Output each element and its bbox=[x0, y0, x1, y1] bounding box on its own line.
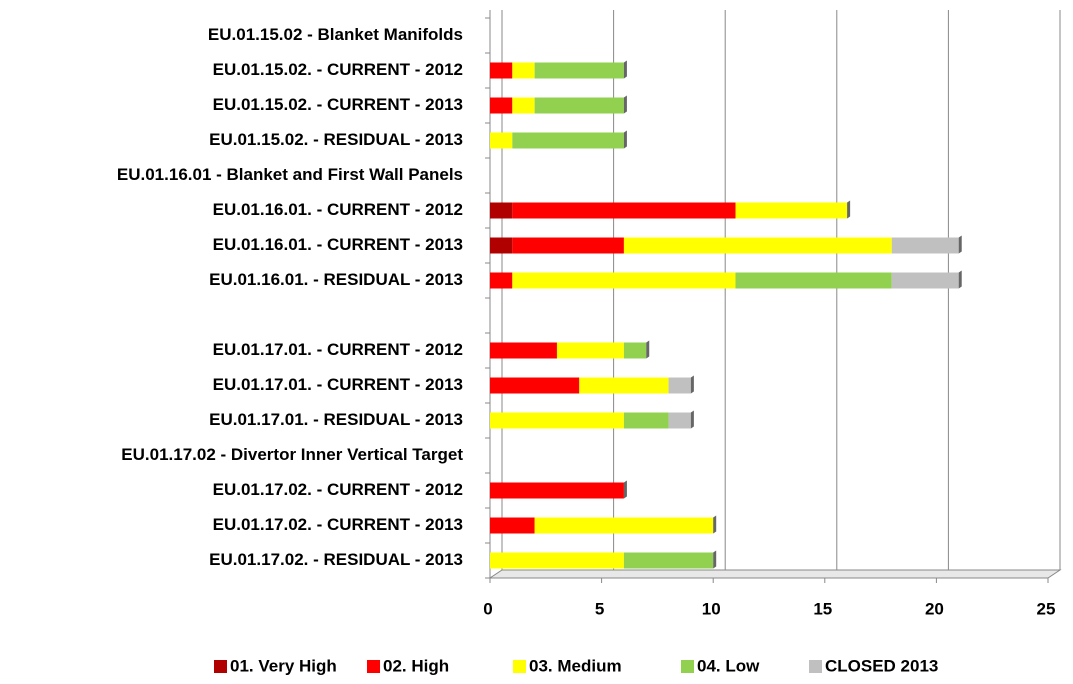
y-tick-label: EU.01.16.01. - CURRENT - 2013 bbox=[213, 235, 463, 254]
bar-segment bbox=[579, 377, 669, 394]
bar-segment bbox=[490, 202, 513, 219]
bar-side bbox=[646, 340, 650, 359]
legend-label: 04. Low bbox=[697, 656, 760, 675]
bar-segment bbox=[490, 412, 624, 429]
legend-label: 01. Very High bbox=[230, 656, 337, 675]
x-tick-label: 25 bbox=[1037, 599, 1056, 618]
bar-segment bbox=[668, 412, 691, 429]
y-tick-label: EU.01.17.02. - RESIDUAL - 2013 bbox=[209, 550, 463, 569]
bar-segment bbox=[512, 202, 736, 219]
y-tick-label: EU.01.16.01. - CURRENT - 2012 bbox=[213, 200, 463, 219]
y-tick-label: EU.01.16.01. - RESIDUAL - 2013 bbox=[209, 270, 463, 289]
legend-label: 03. Medium bbox=[529, 656, 622, 675]
bar-segment bbox=[512, 97, 535, 114]
bar-side bbox=[713, 550, 717, 569]
legend-label: CLOSED 2013 bbox=[825, 656, 938, 675]
bar-side bbox=[847, 200, 851, 219]
bar-segment bbox=[512, 132, 624, 149]
y-tick-label: EU.01.15.02. - CURRENT - 2013 bbox=[213, 95, 463, 114]
bar-side bbox=[623, 130, 627, 149]
bar-segment bbox=[490, 342, 557, 359]
bar-segment bbox=[490, 377, 580, 394]
legend-swatch bbox=[681, 660, 694, 673]
x-tick-label: 15 bbox=[813, 599, 832, 618]
legend-swatch bbox=[214, 660, 227, 673]
x-tick-label: 10 bbox=[702, 599, 721, 618]
bar-segment bbox=[735, 272, 892, 289]
bar-segment bbox=[534, 517, 714, 534]
bar-segment bbox=[490, 482, 624, 499]
bar-side bbox=[690, 410, 694, 429]
bar-segment bbox=[490, 132, 513, 149]
bar-side bbox=[623, 480, 627, 499]
legend-swatch bbox=[809, 660, 822, 673]
y-tick-label: EU.01.17.02 - Divertor Inner Vertical Ta… bbox=[121, 445, 463, 464]
legend-label: 02. High bbox=[383, 656, 449, 675]
bar-segment bbox=[534, 97, 624, 114]
bar-segment bbox=[490, 272, 513, 289]
bar-side bbox=[623, 60, 627, 79]
x-tick-label: 0 bbox=[483, 599, 492, 618]
y-tick-label: EU.01.17.01. - RESIDUAL - 2013 bbox=[209, 410, 463, 429]
bar-segment bbox=[891, 237, 959, 254]
bar-segment bbox=[623, 342, 647, 359]
bar-side bbox=[958, 235, 962, 254]
bar-segment bbox=[623, 552, 714, 569]
bar-side bbox=[958, 270, 962, 289]
legend-swatch bbox=[513, 660, 526, 673]
x-tick-label: 20 bbox=[925, 599, 944, 618]
y-tick-label: EU.01.17.01. - CURRENT - 2012 bbox=[213, 340, 463, 359]
bar-side bbox=[713, 515, 717, 534]
y-tick-label: EU.01.15.02 - Blanket Manifolds bbox=[208, 25, 463, 44]
bar-side bbox=[623, 95, 627, 114]
bar-segment bbox=[490, 517, 535, 534]
bar-segment bbox=[512, 237, 624, 254]
bar-segment bbox=[891, 272, 959, 289]
bar-segment bbox=[534, 62, 624, 79]
x-tick-label: 5 bbox=[595, 599, 604, 618]
bar-segment bbox=[490, 552, 624, 569]
bar-segment bbox=[623, 412, 669, 429]
bar-segment bbox=[490, 62, 513, 79]
bar-segment bbox=[512, 272, 736, 289]
bar-segment bbox=[735, 202, 848, 219]
bar-side bbox=[690, 375, 694, 394]
y-tick-label: EU.01.17.01. - CURRENT - 2013 bbox=[213, 375, 463, 394]
y-tick-label: EU.01.15.02. - CURRENT - 2012 bbox=[213, 60, 463, 79]
bar-segment bbox=[512, 62, 535, 79]
bar-segment bbox=[556, 342, 624, 359]
y-tick-label: EU.01.16.01 - Blanket and First Wall Pan… bbox=[117, 165, 463, 184]
y-tick-label: EU.01.17.02. - CURRENT - 2013 bbox=[213, 515, 463, 534]
y-tick-label: EU.01.15.02. - RESIDUAL - 2013 bbox=[209, 130, 463, 149]
bar-segment bbox=[623, 237, 892, 254]
bar-segment bbox=[668, 377, 691, 394]
plot-floor bbox=[488, 569, 1062, 579]
bar-segment bbox=[490, 97, 513, 114]
bar-segment bbox=[490, 237, 513, 254]
y-tick-label: EU.01.17.02. - CURRENT - 2012 bbox=[213, 480, 463, 499]
legend-swatch bbox=[367, 660, 380, 673]
